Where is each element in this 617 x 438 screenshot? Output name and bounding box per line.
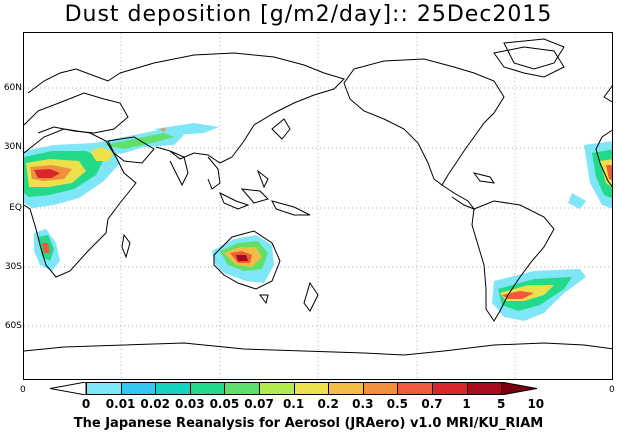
lat-label-60n: 60N <box>3 83 22 93</box>
map-gridlines <box>24 33 612 379</box>
colorbar-tick-label: 0.1 <box>282 397 305 411</box>
map-title: Dust deposition [g/m2/day]:: 25Dec2015 <box>64 2 553 27</box>
colorbar-segment <box>362 382 399 395</box>
colorbar-segment <box>466 382 503 395</box>
footer-credit: The Japanese Reanalysis for Aerosol (JRA… <box>73 416 544 431</box>
coastlines <box>24 38 612 356</box>
colorbar-tick-label: 0.07 <box>244 397 274 411</box>
edge-label-left: 0 <box>20 385 26 395</box>
colorbar-tick-label: 0.2 <box>317 397 339 411</box>
dust-deposition-field <box>24 123 612 321</box>
lat-label-eq: EQ <box>9 203 22 213</box>
colorbar-tick-label: 0 <box>81 397 91 411</box>
edge-label-right: 0 <box>609 385 615 395</box>
lat-label-30s: 30S <box>4 262 22 272</box>
colorbar-right-arrow <box>501 382 538 395</box>
colorbar-tick-label: 1 <box>462 397 471 411</box>
world-map <box>24 33 612 379</box>
colorbar-segment <box>120 382 157 395</box>
colorbar-tick-label: 0.01 <box>105 397 136 411</box>
colorbar-tick-label: 5 <box>497 397 506 411</box>
colorbar-segment <box>189 382 226 395</box>
colorbar-segment <box>293 382 330 395</box>
colorbar-segment <box>86 382 122 395</box>
colorbar-segment <box>259 382 295 395</box>
colorbar-tick-label: 10 <box>527 397 545 411</box>
colorbar-segment <box>397 382 433 395</box>
colorbar-segment <box>224 382 260 395</box>
colorbar-left-arrow <box>50 382 86 395</box>
colorbar-segment <box>432 382 468 395</box>
colorbar-tick-label: 0.5 <box>386 397 409 411</box>
colorbar-tick-label: 0.3 <box>352 397 374 411</box>
colorbar-segment <box>328 382 364 395</box>
colorbar-tick-label: 0.7 <box>421 397 443 411</box>
colorbar-tick-label: 0.05 <box>209 397 240 411</box>
map-frame <box>23 32 613 380</box>
colorbar-tick-label: 0.02 <box>140 397 170 411</box>
lat-label-60s: 60S <box>4 321 22 331</box>
lat-label-30n: 30N <box>3 142 22 152</box>
colorbar-segment <box>155 382 191 395</box>
colorbar-tick-label: 0.03 <box>174 397 205 411</box>
